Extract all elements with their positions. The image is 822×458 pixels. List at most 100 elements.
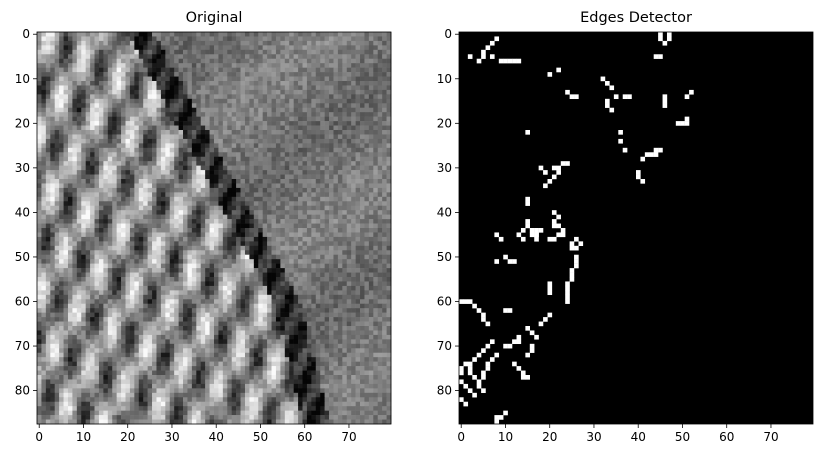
pixel [386, 219, 392, 224]
pixel [355, 63, 361, 68]
pixel [275, 45, 281, 51]
pixel [231, 263, 237, 269]
pixel [346, 49, 352, 55]
pixel [342, 81, 348, 86]
pixel [222, 107, 228, 113]
pixel [116, 254, 122, 260]
pixel [183, 63, 188, 68]
pixel [302, 107, 308, 113]
pixel [169, 277, 175, 282]
pixel [116, 228, 122, 233]
pixel [138, 103, 144, 109]
pixel [169, 201, 175, 207]
pixel [368, 187, 374, 193]
pixel [98, 98, 104, 104]
pixel [196, 76, 202, 82]
pixel [103, 58, 109, 64]
pixel [169, 156, 175, 162]
pixel [107, 196, 113, 202]
pixel [169, 63, 175, 68]
pixel [253, 210, 259, 215]
pixel [63, 179, 69, 184]
pixel [222, 232, 228, 238]
pixel [98, 125, 104, 131]
pixel [315, 98, 321, 104]
pixel [346, 138, 352, 144]
pixel [218, 147, 224, 153]
pixel [355, 143, 361, 149]
pixel [253, 236, 259, 242]
pixel [293, 72, 299, 77]
pixel [59, 49, 64, 55]
pixel [236, 130, 241, 135]
pixel [373, 67, 379, 73]
pixel [289, 192, 294, 198]
pixel [98, 112, 104, 117]
pixel [107, 161, 113, 166]
pixel [187, 49, 193, 55]
pixel [178, 156, 184, 162]
pixel [262, 272, 268, 278]
pixel [267, 299, 272, 305]
pixel [54, 134, 60, 140]
pixel [231, 161, 237, 166]
pixel [302, 281, 308, 287]
pixel [289, 196, 294, 202]
pixel [143, 285, 148, 291]
pixel [90, 228, 95, 233]
pixel [267, 152, 272, 158]
pixel [41, 196, 47, 202]
pixel [196, 45, 202, 51]
pixel [351, 179, 356, 184]
pixel [196, 170, 202, 175]
pixel [81, 214, 86, 220]
pixel [67, 214, 73, 220]
pixel [205, 98, 210, 104]
pixel [320, 36, 325, 42]
pixel [107, 187, 113, 193]
pixel [41, 94, 47, 100]
pixel [191, 228, 197, 233]
pixel [298, 98, 303, 104]
pixel [284, 250, 290, 256]
pixel [178, 116, 184, 122]
pixel [45, 54, 51, 60]
pixel [360, 241, 365, 247]
pixel [382, 81, 387, 86]
pixel [103, 49, 109, 55]
pixel [112, 294, 117, 300]
pixel [315, 116, 321, 122]
pixel [134, 130, 140, 135]
pixel [59, 67, 64, 73]
pixel [209, 290, 215, 296]
pixel [382, 192, 387, 198]
pixel [85, 112, 91, 117]
pixel [129, 112, 135, 117]
pixel [240, 214, 246, 220]
pixel [138, 134, 144, 140]
pixel [342, 228, 348, 233]
pixel [236, 245, 241, 251]
pixel [346, 89, 352, 95]
pixel [76, 156, 82, 162]
pixel [200, 107, 206, 113]
pixel [275, 161, 281, 166]
pixel [67, 245, 73, 251]
pixel [262, 161, 268, 166]
pixel [121, 49, 126, 55]
pixel [302, 125, 308, 131]
pixel [134, 63, 140, 68]
pixel [280, 205, 286, 211]
pixel [107, 58, 113, 64]
pixel [147, 138, 153, 144]
pixel [54, 121, 60, 126]
pixel [37, 192, 42, 198]
pixel [103, 254, 109, 260]
pixel [267, 138, 272, 144]
pixel [373, 232, 379, 238]
pixel [45, 236, 51, 242]
pixel [37, 232, 42, 238]
pixel [41, 232, 47, 238]
pixel [85, 147, 91, 153]
pixel [306, 49, 312, 55]
